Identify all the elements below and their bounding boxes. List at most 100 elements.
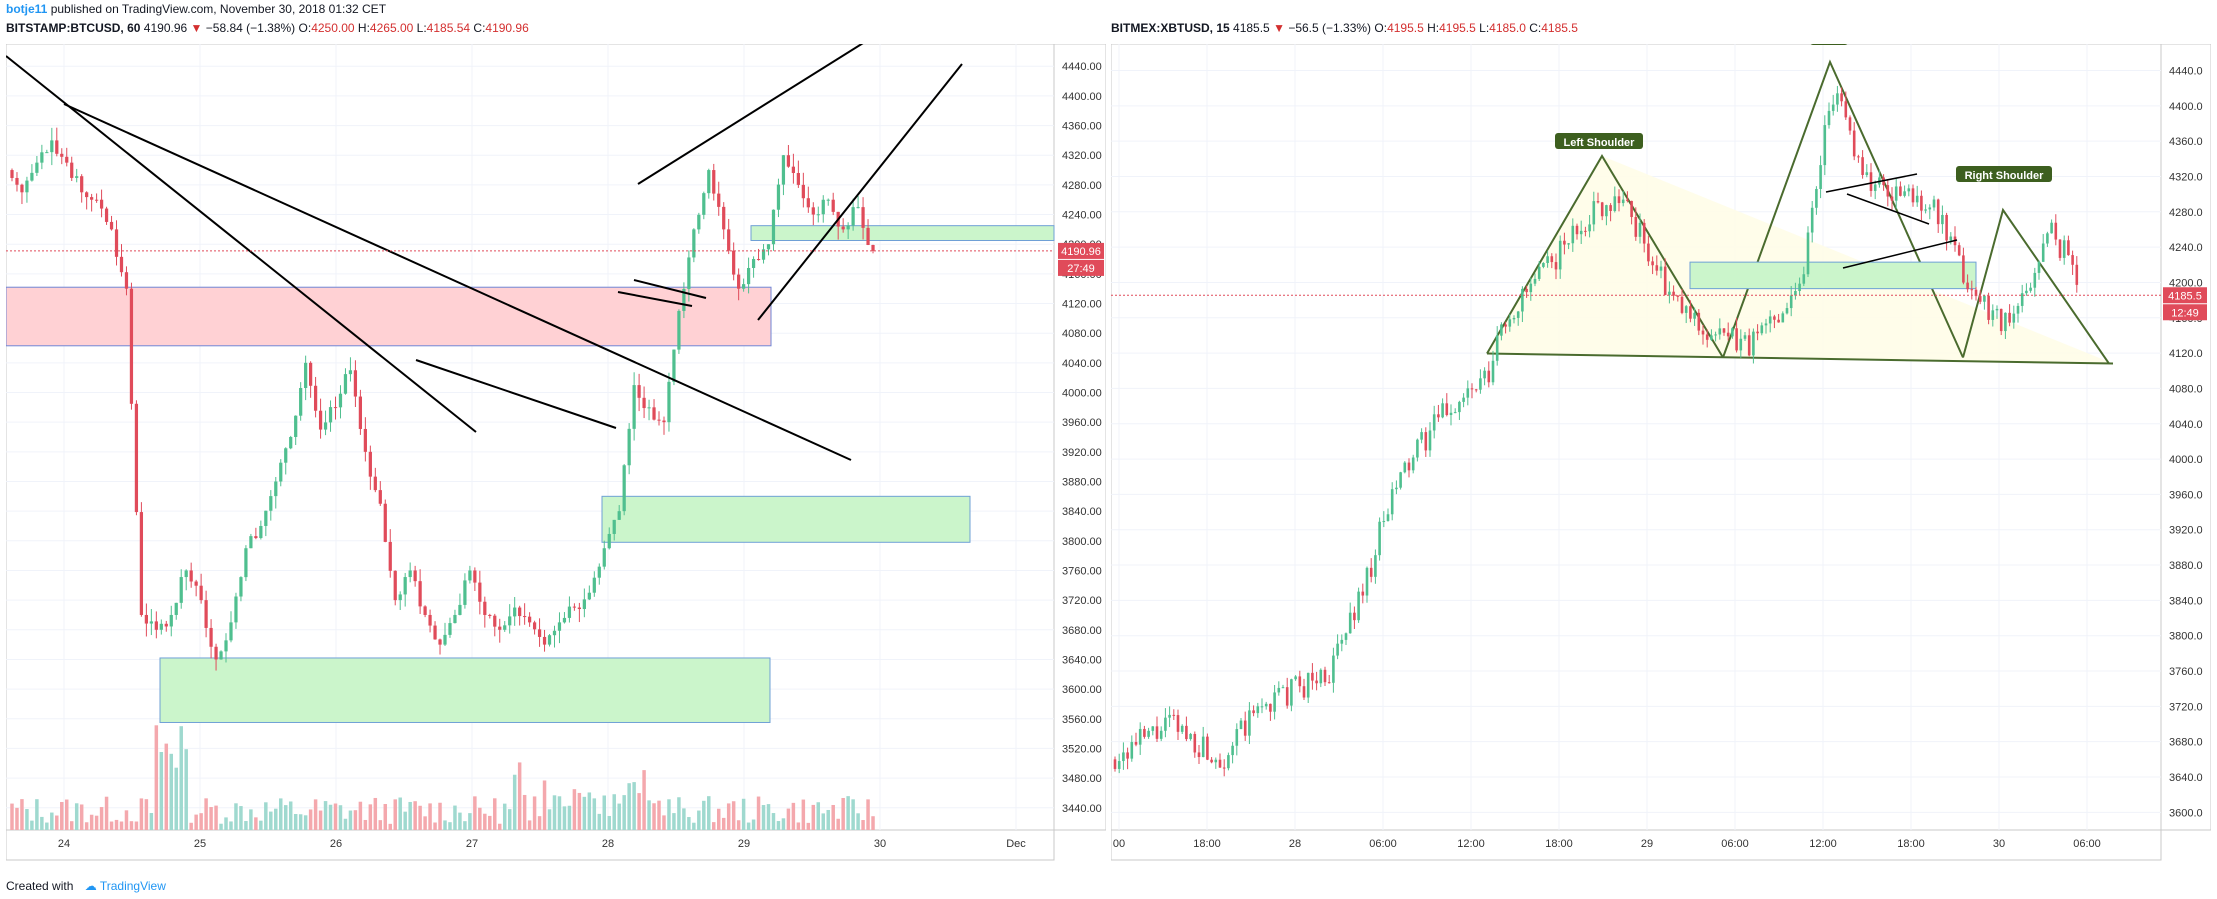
candle-body xyxy=(637,385,641,398)
volume-bar xyxy=(313,799,318,830)
y-tick-label: 3840.00 xyxy=(1062,506,1102,518)
volume-bar xyxy=(592,798,597,830)
candle-body xyxy=(1344,633,1348,640)
candle-body xyxy=(1235,729,1239,746)
candle-body xyxy=(856,207,860,209)
candle-body xyxy=(1798,283,1801,292)
candle-body xyxy=(1273,692,1276,712)
candle-body xyxy=(572,606,577,608)
right-close: 4185.5 xyxy=(1541,21,1578,35)
x-tick-label: 18:00 xyxy=(1897,838,1925,850)
candle-body xyxy=(1710,335,1713,340)
volume-bar xyxy=(403,811,407,830)
y-tick-label: 3800.0 xyxy=(2169,631,2203,643)
candle-body xyxy=(1609,205,1612,211)
candle-body xyxy=(498,626,502,630)
candle-body xyxy=(1239,720,1243,730)
candle-body xyxy=(1466,388,1470,398)
candle-body xyxy=(1357,591,1360,621)
candle-body xyxy=(1281,687,1285,689)
candle-body xyxy=(1970,289,1974,291)
time-axis xyxy=(6,829,1055,861)
candle-body xyxy=(65,156,69,163)
candle-body xyxy=(1290,679,1293,706)
candle-body xyxy=(1172,714,1176,716)
annotation-bg xyxy=(1555,133,1643,149)
tradingview-link[interactable]: ☁ TradingView xyxy=(85,879,166,893)
left-open-label: O: xyxy=(298,21,312,35)
candle-body xyxy=(289,437,293,449)
candle-body xyxy=(1143,728,1146,737)
candle-body xyxy=(1180,725,1184,732)
candle-body xyxy=(1789,295,1793,309)
candle-body xyxy=(1802,274,1806,284)
candle-body xyxy=(114,229,119,257)
candle-body xyxy=(234,596,238,623)
volume-bar xyxy=(239,806,243,830)
x-tick-label: 28 xyxy=(1289,838,1301,850)
candle-body xyxy=(513,607,517,617)
volume-bar xyxy=(697,810,701,830)
candle-body xyxy=(1743,335,1747,339)
volume-bar xyxy=(821,813,825,830)
volume-bar xyxy=(79,804,84,830)
plot-area xyxy=(1111,44,2162,831)
volume-bar xyxy=(622,795,626,830)
right-chart[interactable]: 4440.0 4400.0 4360.0 4320.0 4280.0 4240.0 4200… xyxy=(1111,44,2211,862)
candle-body xyxy=(1588,224,1591,232)
zone-support xyxy=(1689,261,1977,290)
candle-body xyxy=(159,623,163,630)
candle-body xyxy=(1483,370,1486,379)
volume-bar xyxy=(45,822,49,830)
candle-body xyxy=(1630,200,1633,218)
volume-bar xyxy=(577,792,582,830)
trend-line xyxy=(63,103,852,461)
candle-body xyxy=(493,615,497,627)
countdown: 27:49 xyxy=(1067,263,1095,275)
left-symbol-bar: BITSTAMP:BTCUSD, 60 4190.96 ▼ −58.84 (−1… xyxy=(6,21,529,35)
annotation-label: Right Shoulder xyxy=(1965,170,2045,182)
candle-body xyxy=(1374,555,1377,577)
y-tick-label: 3600.0 xyxy=(2169,807,2203,819)
volume-bar xyxy=(527,820,532,830)
candle-body xyxy=(194,581,198,586)
candle-body xyxy=(1768,316,1772,324)
candle-body xyxy=(707,170,711,194)
candle-body xyxy=(1432,414,1436,431)
volume-bar xyxy=(557,796,562,830)
candle-body xyxy=(1571,225,1575,244)
left-change: −58.84 (−1.38%) xyxy=(205,21,296,35)
candle-body xyxy=(313,385,318,411)
candle-body xyxy=(244,548,248,578)
volume-bar xyxy=(94,815,99,830)
candle-body xyxy=(154,621,158,630)
candle-body xyxy=(1995,308,1999,311)
volume-bar xyxy=(363,819,368,830)
author-link[interactable]: botje11 xyxy=(6,2,48,16)
candle-body xyxy=(523,616,527,618)
candle-body xyxy=(1126,752,1129,759)
volume-bar xyxy=(811,804,816,830)
candle-body xyxy=(1949,236,1953,241)
candle-body xyxy=(139,512,144,615)
candle-body xyxy=(1920,195,1923,211)
y-tick-label: 4120.00 xyxy=(1062,299,1102,311)
candle-body xyxy=(85,192,89,198)
candle-body xyxy=(2037,261,2041,273)
candle-body xyxy=(408,570,412,578)
candle-body xyxy=(104,208,109,222)
candle-body xyxy=(692,229,696,258)
candle-body xyxy=(1395,487,1398,490)
trend-line xyxy=(415,359,617,429)
candle-body xyxy=(1327,682,1331,684)
volume-bar xyxy=(209,807,213,830)
candle-body xyxy=(1773,316,1776,320)
volume-bar xyxy=(189,822,193,830)
left-low: 4185.54 xyxy=(426,21,471,35)
left-chart[interactable]: 4440.00 4400.00 4360.00 4320.00 4280.00 4240.… xyxy=(6,44,1106,862)
candle-body xyxy=(508,616,512,626)
candle-body xyxy=(1117,761,1121,769)
candle-body xyxy=(1999,308,2003,332)
x-tick-label: 29 xyxy=(1641,838,1653,850)
candle-body xyxy=(129,288,134,404)
